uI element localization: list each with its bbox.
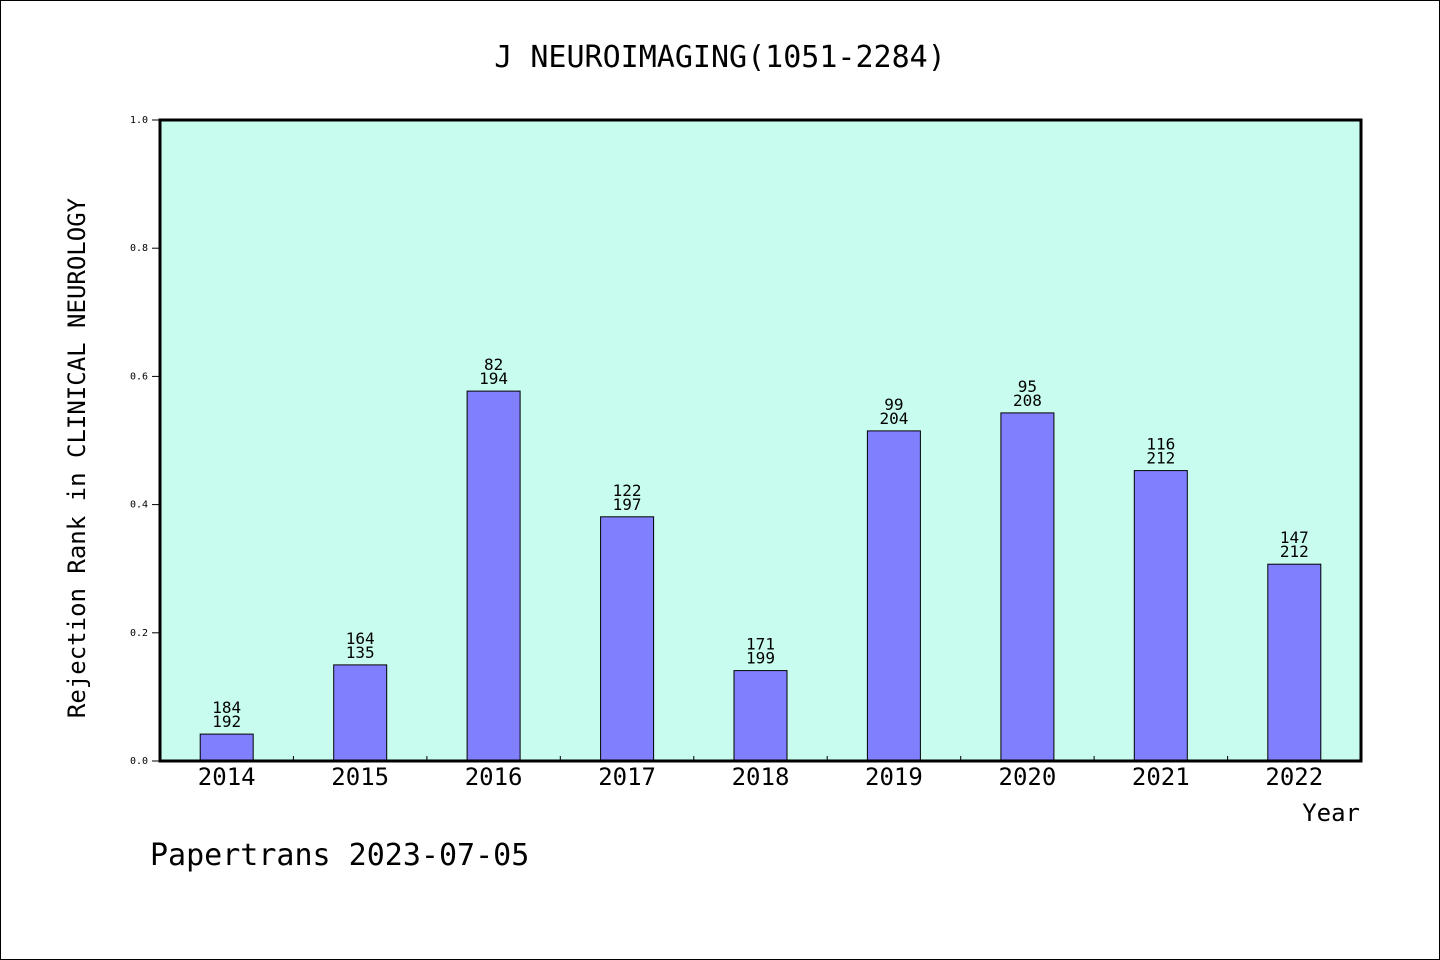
data-label-bottom-2021: 212 (1146, 449, 1175, 468)
x-tick-label-2020: 2020 (999, 763, 1057, 791)
data-label-top-2021: 116 (1146, 435, 1175, 454)
bar-2018 (733, 670, 788, 762)
data-label-bottom-2020: 208 (1013, 391, 1042, 410)
x-tick-label-2015: 2015 (331, 763, 389, 791)
y-tick-label-0.2: 0.2 (130, 628, 148, 639)
data-label-bottom-2017: 197 (613, 495, 642, 514)
chart-title: J NEUROIMAGING(1051-2284) (494, 40, 946, 75)
data-label-top-2020: 95 (1018, 377, 1037, 396)
bar-2017 (600, 516, 655, 762)
data-label-bottom-2019: 204 (879, 409, 908, 428)
plot-border (158, 118, 1363, 763)
y-axis-label: Rejection Rank in CLINICAL NEUROLOGY (63, 197, 91, 718)
data-label-top-2017: 122 (613, 481, 642, 500)
x-axis-label: Year (1302, 799, 1360, 827)
y-tick-label-0.0: 0.0 (130, 756, 148, 767)
bar-2022 (1267, 563, 1322, 762)
y-tick-label-0.6: 0.6 (130, 371, 148, 382)
bar-2014 (199, 733, 254, 762)
data-label-top-2014: 184 (212, 698, 241, 717)
data-label-top-2016: 82 (484, 355, 503, 374)
x-tick-label-2022: 2022 (1265, 763, 1323, 791)
y-axis: 0.0 0.2 0.4 0.6 0.8 1.0 (130, 115, 160, 767)
data-label-top-2019: 99 (884, 395, 903, 414)
x-tick-label-2016: 2016 (465, 763, 523, 791)
bars-layer (199, 390, 1322, 762)
data-label-bottom-2018: 199 (746, 649, 775, 668)
data-label-top-2018: 171 (746, 635, 775, 654)
bar-2019 (866, 430, 921, 762)
bar-2016 (466, 390, 521, 762)
x-tick-label-2014: 2014 (198, 763, 256, 791)
bar-2020 (1000, 412, 1055, 762)
data-label-top-2022: 147 (1280, 528, 1309, 547)
x-axis: 2014 2015 2016 2017 2018 2019 2020 2021 2022 (198, 756, 1323, 791)
data-label-top-2015: 164 (346, 629, 375, 648)
y-tick-label-0.4: 0.4 (130, 500, 148, 511)
x-tick-label-2021: 2021 (1132, 763, 1190, 791)
data-label-bottom-2015: 135 (346, 643, 375, 662)
data-label-bottom-2022: 212 (1280, 542, 1309, 561)
x-tick-label-2017: 2017 (598, 763, 656, 791)
y-tick-label-1.0: 1.0 (130, 115, 148, 126)
bar-2021 (1133, 470, 1188, 762)
footer-watermark: Papertrans 2023-07-05 (150, 838, 529, 873)
y-tick-label-0.8: 0.8 (130, 243, 148, 254)
x-tick-label-2018: 2018 (732, 763, 790, 791)
x-tick-label-2019: 2019 (865, 763, 923, 791)
bar-2015 (333, 664, 388, 762)
data-label-bottom-2016: 194 (479, 369, 508, 388)
data-label-bottom-2014: 192 (212, 712, 241, 731)
